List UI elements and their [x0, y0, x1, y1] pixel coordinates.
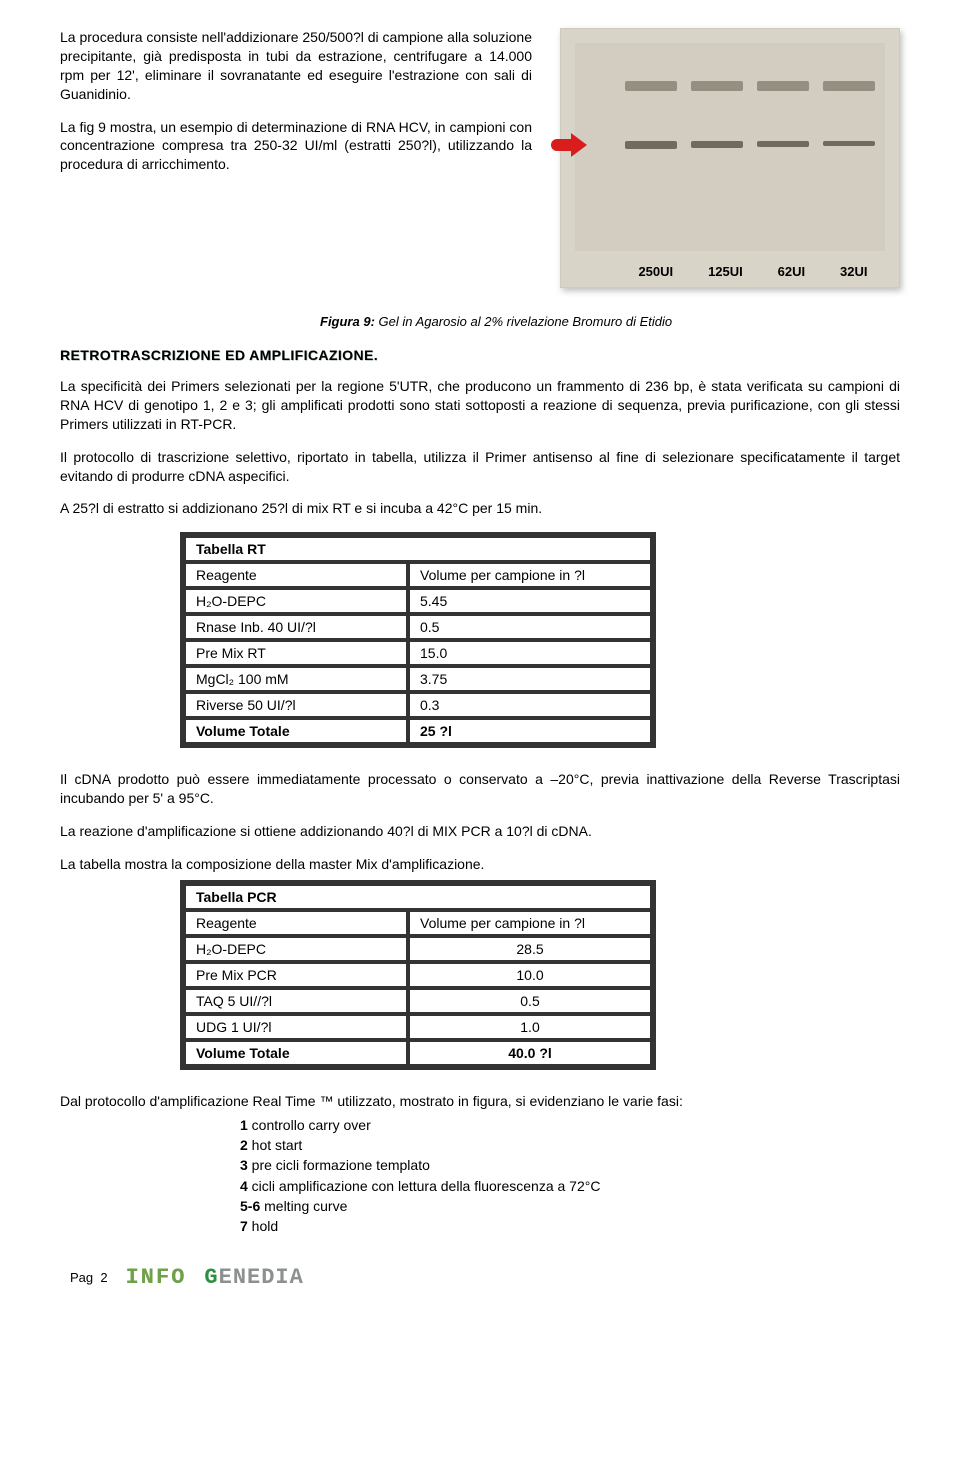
table-cell: UDG 1 UI/?l: [185, 1015, 407, 1039]
table-cell: Rnase Inb. 40 UI/?l: [185, 615, 407, 639]
table-cell: 5.45: [409, 589, 651, 613]
table-cell: 3.75: [409, 667, 651, 691]
page-footer: Pag 2 INFO GENEDIA: [60, 1265, 900, 1290]
table-row: H₂O-DEPC28.5: [185, 937, 651, 961]
pcr-p3: La tabella mostra la composizione della …: [60, 855, 900, 874]
table-cell: TAQ 5 UI//?l: [185, 989, 407, 1013]
table-row: Rnase Inb. 40 UI/?l0.5: [185, 615, 651, 639]
table-cell: 0.3: [409, 693, 651, 717]
table-cell: H₂O-DEPC: [185, 589, 407, 613]
logo-genedia: GENEDIA: [204, 1265, 303, 1290]
table-header: Reagente: [185, 563, 407, 587]
table-cell: Pre Mix PCR: [185, 963, 407, 987]
protocol-item: 1 controllo carry over: [240, 1115, 900, 1135]
table-cell: 25 ?l: [409, 719, 651, 743]
table-cell: Pre Mix RT: [185, 641, 407, 665]
table-row: H₂O-DEPC5.45: [185, 589, 651, 613]
table-total-row: Volume Totale40.0 ?l: [185, 1041, 651, 1065]
lane-label: 62UI: [778, 264, 805, 279]
table-row: Riverse 50 UI/?l0.3: [185, 693, 651, 717]
table-cell: H₂O-DEPC: [185, 937, 407, 961]
table-row: Pre Mix PCR10.0: [185, 963, 651, 987]
table-cell: 10.0: [409, 963, 651, 987]
table-title: Tabella RT: [185, 537, 651, 561]
lane-label: 32UI: [840, 264, 867, 279]
table-rt: Tabella RTReagenteVolume per campione in…: [180, 532, 656, 748]
lane-label: 250UI: [638, 264, 673, 279]
protocol-item: 7 hold: [240, 1216, 900, 1236]
table-cell: 0.5: [409, 989, 651, 1013]
logo-info: INFO: [126, 1265, 187, 1290]
table-row: UDG 1 UI/?l1.0: [185, 1015, 651, 1039]
caption-bold: Figura 9:: [320, 314, 375, 329]
lane-labels: 250UI 125UI 62UI 32UI: [621, 264, 885, 279]
pcr-p2: La reazione d'amplificazione si ottiene …: [60, 822, 900, 841]
page-label: Pag 2: [70, 1270, 108, 1285]
gel-image: 250UI 125UI 62UI 32UI: [560, 28, 900, 288]
table-cell: Volume Totale: [185, 719, 407, 743]
table-cell: 40.0 ?l: [409, 1041, 651, 1065]
table-pcr: Tabella PCRReagenteVolume per campione i…: [180, 880, 656, 1070]
table-cell: MgCl₂ 100 mM: [185, 667, 407, 691]
protocol-list: 1 controllo carry over2 hot start3 pre c…: [240, 1115, 900, 1237]
table-cell: 1.0: [409, 1015, 651, 1039]
table-row: TAQ 5 UI//?l0.5: [185, 989, 651, 1013]
protocol-item: 4 cicli amplificazione con lettura della…: [240, 1176, 900, 1196]
protocol-item: 2 hot start: [240, 1135, 900, 1155]
table-cell: Riverse 50 UI/?l: [185, 693, 407, 717]
table-row: Pre Mix RT15.0: [185, 641, 651, 665]
intro-p2: La fig 9 mostra, un esempio di determina…: [60, 118, 532, 175]
table-total-row: Volume Totale25 ?l: [185, 719, 651, 743]
caption-text: Gel in Agarosio al 2% rivelazione Bromur…: [375, 314, 672, 329]
section-heading: RETROTRASCRIZIONE ED AMPLIFICAZIONE.: [60, 347, 900, 363]
lane-label: 125UI: [708, 264, 743, 279]
table-cell: 0.5: [409, 615, 651, 639]
protocol-intro: Dal protocollo d'amplificazione Real Tim…: [60, 1092, 900, 1111]
table-cell: 28.5: [409, 937, 651, 961]
table-cell: 15.0: [409, 641, 651, 665]
table-title: Tabella PCR: [185, 885, 651, 909]
table-header: Volume per campione in ?l: [409, 563, 651, 587]
intro-p1: La procedura consiste nell'addizionare 2…: [60, 28, 532, 104]
intro-text: La procedura consiste nell'addizionare 2…: [60, 28, 532, 288]
rt-p2: Il protocollo di trascrizione selettivo,…: [60, 448, 900, 486]
pcr-p1: Il cDNA prodotto può essere immediatamen…: [60, 770, 900, 808]
table-row: MgCl₂ 100 mM3.75: [185, 667, 651, 691]
rt-p3: A 25?l di estratto si addizionano 25?l d…: [60, 499, 900, 518]
figure-caption: Figura 9: Gel in Agarosio al 2% rivelazi…: [60, 314, 900, 329]
protocol-item: 5-6 melting curve: [240, 1196, 900, 1216]
arrow-icon: [551, 133, 587, 157]
table-header: Volume per campione in ?l: [409, 911, 651, 935]
rt-p1: La specificità dei Primers selezionati p…: [60, 377, 900, 434]
table-header: Reagente: [185, 911, 407, 935]
table-cell: Volume Totale: [185, 1041, 407, 1065]
protocol-item: 3 pre cicli formazione templato: [240, 1155, 900, 1175]
figure-9: 250UI 125UI 62UI 32UI: [560, 28, 900, 288]
